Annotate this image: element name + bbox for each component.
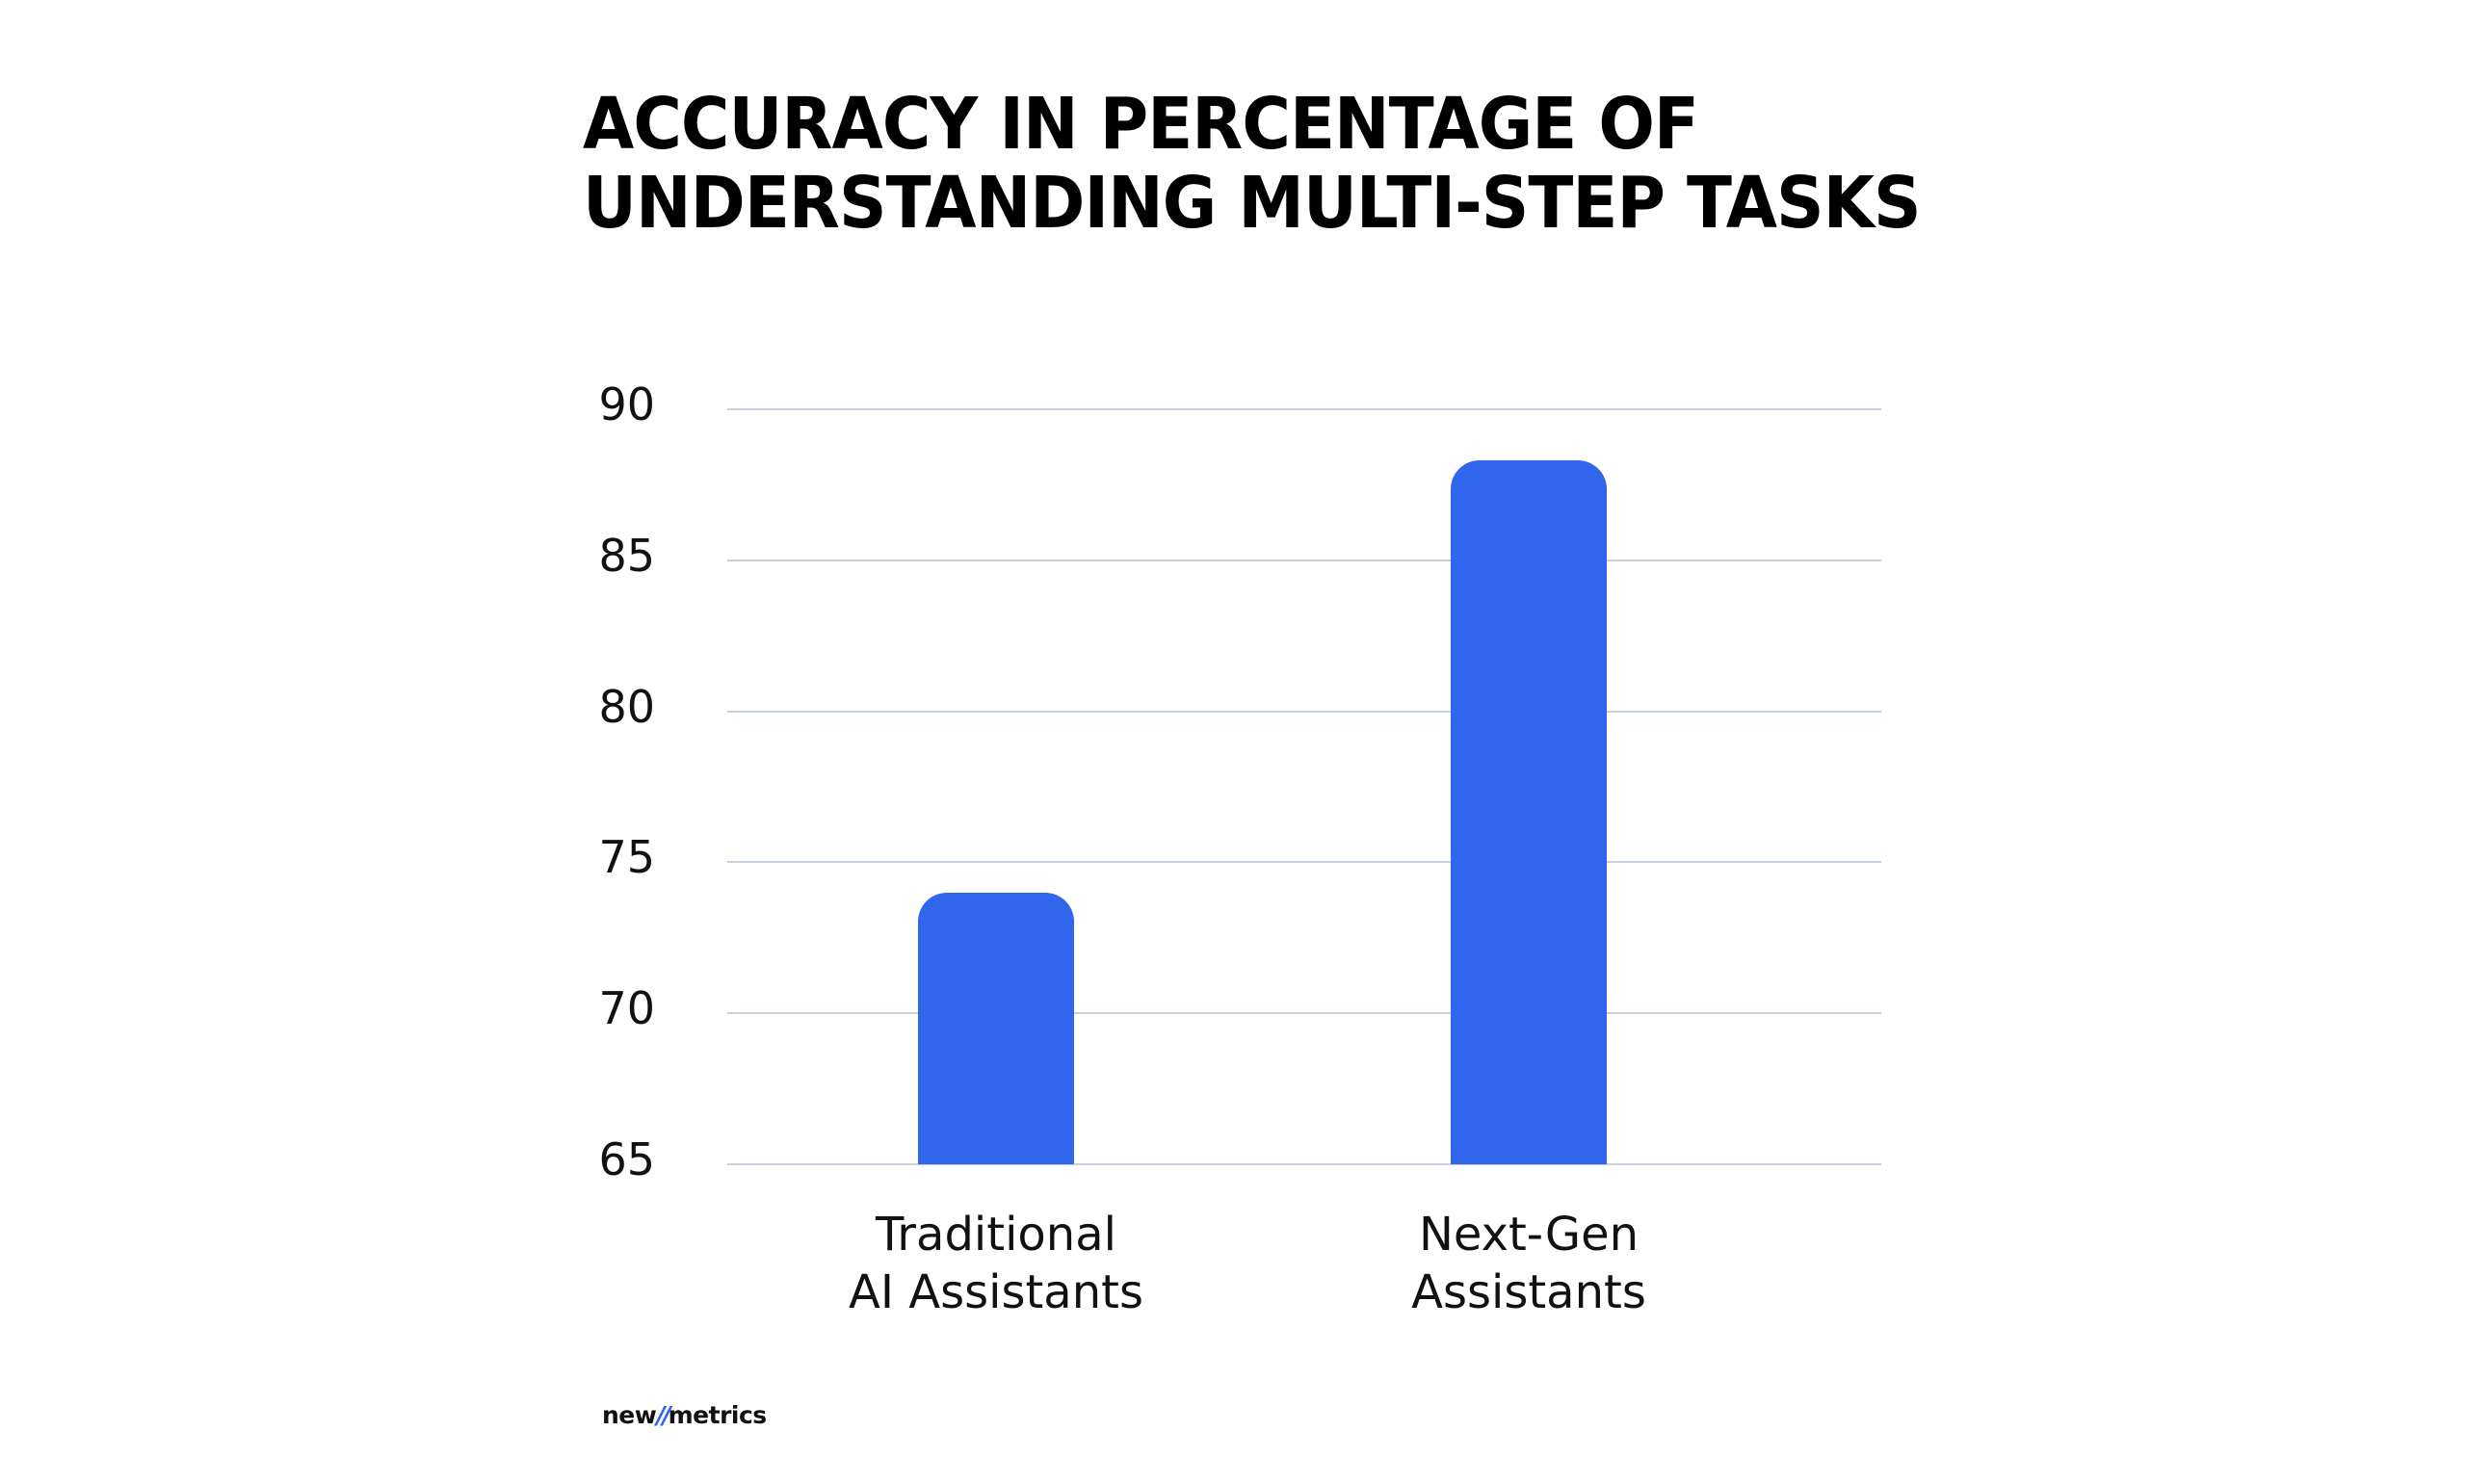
y-axis-tick-label: 85 (598, 529, 655, 582)
gridline-70 (727, 1012, 1881, 1015)
y-axis-tick-label: 90 (598, 378, 655, 430)
gridline-75 (727, 861, 1881, 864)
chart-title: ACCURACY IN PERCENTAGE OF UNDERSTANDING … (583, 83, 1922, 245)
logo-text-metrics: metrics (668, 1401, 768, 1429)
brand-logo: new//metrics (602, 1401, 767, 1429)
x-axis-category-label: Next-Gen Assistants (1326, 1206, 1731, 1321)
y-axis-tick-label: 75 (598, 831, 655, 884)
category-label-line: Traditional (876, 1208, 1116, 1262)
category-label-line: Next-Gen (1418, 1208, 1640, 1262)
bar-next-gen-assistants (1451, 460, 1607, 1164)
category-label-line: AI Assistants (849, 1265, 1143, 1319)
logo-text-new: new (602, 1401, 657, 1429)
gridline-65 (727, 1163, 1881, 1165)
chart-title-line-1: ACCURACY IN PERCENTAGE OF (583, 83, 1699, 166)
chart-title-line-2: UNDERSTANDING MULTI-STEP TASKS (583, 162, 1922, 245)
category-label-line: Assistants (1411, 1265, 1646, 1319)
y-axis-tick-label: 70 (598, 982, 655, 1035)
logo-slash-icon: // (656, 1401, 670, 1429)
gridline-80 (727, 710, 1881, 713)
bar-traditional-ai-assistants (918, 892, 1074, 1164)
y-axis-tick-label: 65 (598, 1133, 655, 1185)
y-axis-tick-label: 80 (598, 680, 655, 733)
gridline-90 (727, 408, 1881, 410)
gridline-85 (727, 559, 1881, 561)
x-axis-category-label: Traditional AI Assistants (794, 1206, 1198, 1321)
